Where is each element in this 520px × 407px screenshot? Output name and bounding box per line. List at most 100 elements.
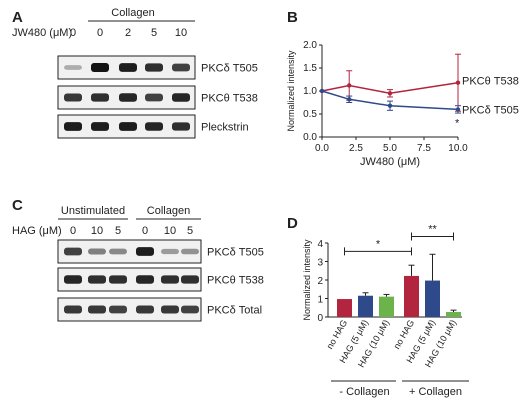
y-tick-label: 1.5	[303, 63, 317, 74]
blot-band	[64, 305, 82, 314]
lane-label: 5	[151, 27, 157, 39]
blot-band	[119, 93, 137, 102]
blot-band	[161, 305, 179, 314]
blot-band	[109, 305, 127, 314]
data-point	[455, 107, 461, 112]
blot-band	[119, 122, 137, 131]
series-line	[321, 90, 459, 111]
x-tick-label: 0.0	[315, 143, 329, 154]
panel-a-dose-label: JW480 (μM)	[12, 27, 72, 39]
blot-label: PKCθ T538	[201, 93, 258, 105]
data-point	[347, 97, 352, 102]
panel-b-letter: B	[287, 9, 298, 26]
x-axis-label: JW480 (μM)	[360, 156, 420, 168]
blot-band	[181, 305, 199, 314]
blot-label: PKCδ T505	[207, 247, 264, 259]
lane-label: 0	[142, 225, 148, 237]
blot-band	[145, 63, 163, 72]
panel-c-dose-label: HAG (μM)	[12, 225, 62, 237]
bar	[425, 280, 440, 317]
blot-band	[136, 247, 154, 256]
significance-mark: *	[455, 117, 460, 129]
bar	[404, 275, 419, 317]
x-tick-label: 10.0	[448, 143, 468, 154]
blot-band	[109, 275, 127, 284]
y-tick-label: 4	[317, 239, 323, 250]
blot-band	[119, 63, 137, 72]
bar	[446, 312, 461, 317]
lane-label: 2	[125, 27, 131, 39]
y-axis-label: Normalized intensity	[302, 239, 312, 321]
blot-band	[172, 122, 190, 131]
blot-frame	[57, 297, 202, 322]
blot-band	[88, 305, 106, 314]
panel-c-group-labels: Unstimulated Collagen	[58, 205, 201, 220]
blot-band	[145, 122, 163, 131]
lane-label: 10	[164, 225, 176, 237]
blot-band	[91, 122, 109, 131]
y-axis-label: Normalized intensity	[286, 50, 296, 132]
blot-label: PKCδ Total	[207, 305, 262, 317]
data-point	[347, 83, 352, 88]
sig-mark: **	[428, 224, 437, 236]
data-point	[319, 88, 325, 94]
group-label: + Collagen	[409, 386, 462, 398]
panel-a-blots: PKCδ T505 PKCθ T538 Pleckstrin	[57, 55, 258, 139]
lane-label: 0	[97, 27, 103, 39]
lane-label: 10	[91, 225, 103, 237]
blot-band	[181, 248, 199, 255]
panel-c-blots: PKCδ T505 PKCθ T538 PKCδ Total	[57, 239, 264, 322]
lane-label: 5	[115, 225, 121, 237]
blot-band	[161, 248, 179, 255]
y-tick-label: 0.5	[303, 109, 317, 120]
data-point	[455, 80, 461, 85]
blot-band	[88, 275, 106, 284]
lane-label: 0	[70, 27, 76, 39]
bar	[379, 296, 394, 317]
series-label: PKCθ T538	[462, 76, 519, 88]
y-tick-label: 2.0	[303, 40, 317, 51]
bar	[358, 295, 373, 317]
blot-label: PKCθ T538	[207, 275, 264, 287]
x-tick-label: 7.5	[417, 143, 431, 154]
panel-d-letter: D	[287, 215, 298, 232]
blot-band	[88, 248, 106, 255]
y-tick-label: 1	[317, 295, 323, 306]
blot-band	[64, 93, 82, 102]
group-label: Collagen	[147, 205, 190, 217]
series-label: PKCδ T505	[462, 104, 519, 116]
y-tick-label: 0.0	[303, 132, 317, 143]
panel-c-lane-labels: 0 10 5 0 10 5	[70, 225, 193, 237]
x-tick-label: 5.0	[383, 143, 397, 154]
y-tick-label: 3	[317, 258, 323, 269]
blot-frame	[57, 267, 202, 292]
blot-band	[64, 275, 82, 284]
blot-band	[136, 275, 154, 284]
blot-band	[145, 93, 163, 102]
series-line	[321, 81, 459, 95]
blot-band	[91, 63, 109, 72]
y-tick-label: 2	[317, 276, 323, 287]
blot-band	[172, 93, 190, 102]
panel-c-letter: C	[12, 197, 23, 214]
lane-label: 5	[187, 225, 193, 237]
panel-a-letter: A	[12, 9, 23, 26]
panel-a-lane-labels: 0 0 2 5 10	[70, 27, 187, 39]
blot-band	[109, 248, 127, 255]
sig-mark: *	[376, 238, 381, 250]
blot-band	[64, 122, 82, 131]
blot-frame	[57, 239, 202, 264]
group-label: Unstimulated	[61, 205, 125, 217]
blot-band	[181, 275, 199, 284]
blot-band	[136, 305, 154, 314]
data-point	[387, 103, 393, 108]
blot-label: PKCδ T505	[201, 63, 258, 75]
data-point	[387, 91, 393, 96]
blot-band	[91, 93, 109, 102]
blot-band	[161, 275, 179, 284]
x-tick-label: 2.5	[349, 143, 363, 154]
y-tick-label: 1.0	[303, 86, 317, 97]
blot-label: Pleckstrin	[201, 122, 249, 134]
